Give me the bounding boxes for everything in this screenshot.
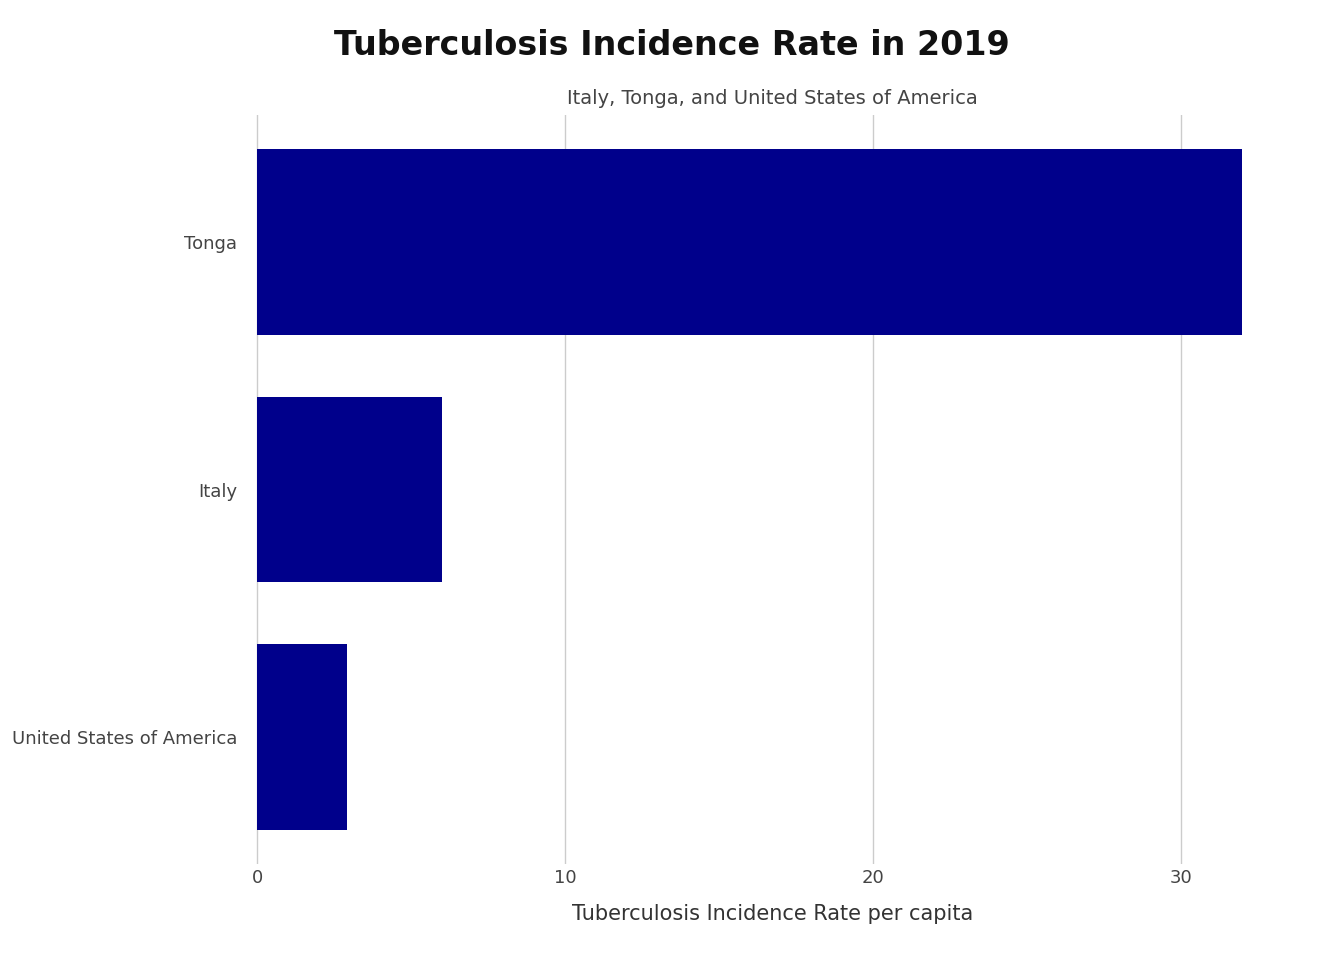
X-axis label: Tuberculosis Incidence Rate per capita: Tuberculosis Incidence Rate per capita [573, 903, 973, 924]
Text: Tuberculosis Incidence Rate in 2019: Tuberculosis Incidence Rate in 2019 [335, 29, 1009, 61]
Title: Italy, Tonga, and United States of America: Italy, Tonga, and United States of Ameri… [567, 89, 978, 108]
Bar [257, 149, 1242, 335]
Bar [257, 396, 442, 583]
Bar [257, 644, 347, 830]
